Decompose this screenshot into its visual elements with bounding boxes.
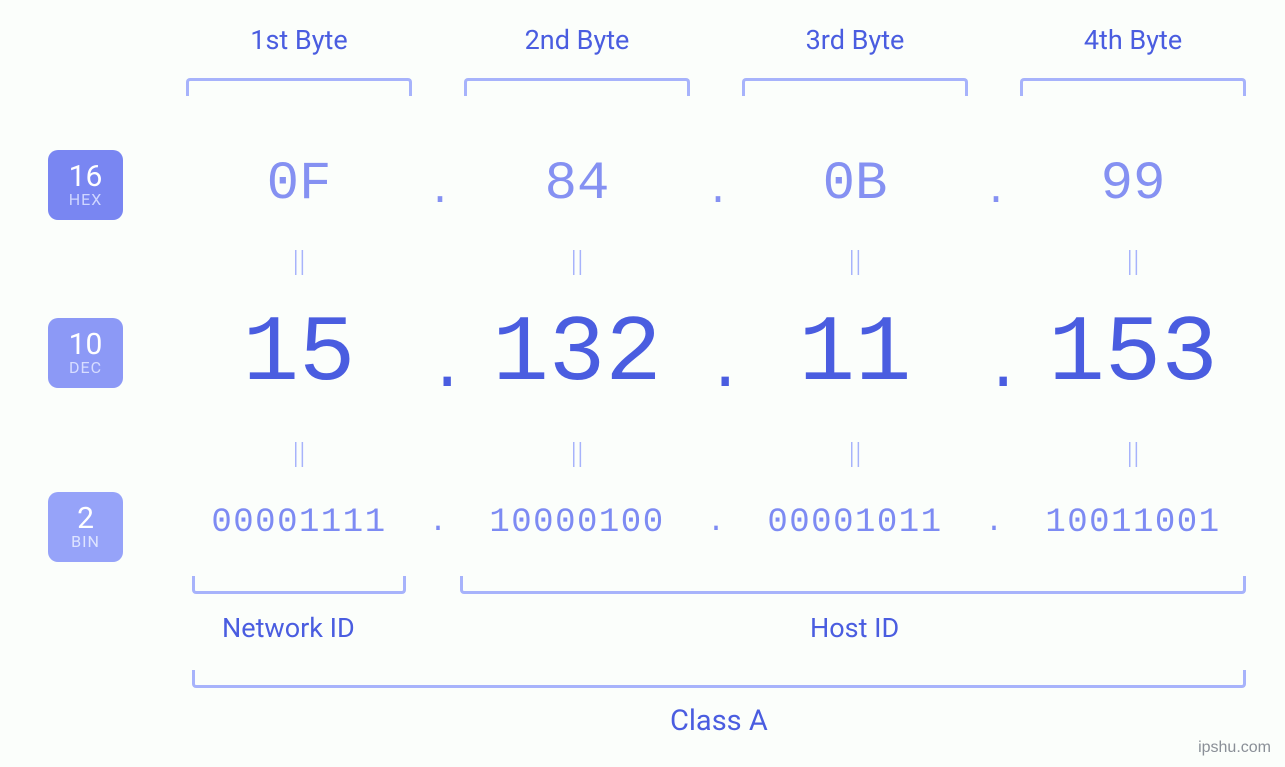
bin-byte-1: 00001111 (170, 504, 428, 542)
top-bracket-3 (742, 78, 968, 96)
class-label: Class A (670, 704, 768, 738)
base-badge-dec: 10 DEC (48, 318, 123, 388)
bin-dot-3: . (984, 506, 1004, 540)
badge-dec-base: 10 (69, 329, 103, 361)
equals-hex-dec-2: || (448, 244, 706, 279)
badge-dec-label: DEC (69, 360, 102, 377)
hex-byte-3: 0B (726, 154, 984, 215)
badge-bin-base: 2 (77, 503, 94, 535)
dec-byte-4: 153 (1004, 302, 1262, 408)
dec-byte-3: 11 (726, 302, 984, 408)
badge-hex-label: HEX (69, 192, 103, 209)
equals-hex-dec-4: || (1004, 244, 1262, 279)
equals-hex-dec-1: || (170, 244, 428, 279)
dec-dot-3: . (984, 334, 1004, 406)
bracket-host-id (460, 576, 1246, 594)
dec-byte-2: 132 (448, 302, 706, 408)
hex-dot-3: . (984, 170, 1004, 215)
bin-byte-3: 00001011 (726, 504, 984, 542)
badge-bin-label: BIN (71, 534, 100, 551)
byte-header-4: 4th Byte (1004, 24, 1262, 56)
hex-byte-1: 0F (170, 154, 428, 215)
bin-byte-2: 10000100 (448, 504, 706, 542)
hex-dot-1: . (428, 170, 448, 215)
hex-byte-4: 99 (1004, 154, 1262, 215)
equals-dec-bin-1: || (170, 436, 428, 471)
badge-hex-base: 16 (69, 161, 103, 193)
equals-dec-bin-3: || (726, 436, 984, 471)
base-badge-bin: 2 BIN (48, 492, 123, 562)
bin-dot-2: . (706, 506, 726, 540)
dec-byte-1: 15 (170, 302, 428, 408)
top-bracket-2 (464, 78, 690, 96)
bracket-network-id (192, 576, 406, 594)
bin-byte-4: 10011001 (1004, 504, 1262, 542)
top-bracket-4 (1020, 78, 1246, 96)
host-id-label: Host ID (810, 612, 899, 644)
dec-dot-1: . (428, 334, 448, 406)
base-badge-hex: 16 HEX (48, 150, 123, 220)
byte-header-3: 3rd Byte (726, 24, 984, 56)
dec-dot-2: . (706, 334, 726, 406)
bin-dot-1: . (428, 506, 448, 540)
equals-dec-bin-4: || (1004, 436, 1262, 471)
equals-dec-bin-2: || (448, 436, 706, 471)
hex-dot-2: . (706, 170, 726, 215)
byte-header-2: 2nd Byte (448, 24, 706, 56)
bracket-class (192, 670, 1246, 688)
equals-hex-dec-3: || (726, 244, 984, 279)
byte-header-1: 1st Byte (170, 24, 428, 56)
top-bracket-1 (186, 78, 412, 96)
hex-byte-2: 84 (448, 154, 706, 215)
network-id-label: Network ID (222, 612, 355, 644)
watermark: ipshu.com (1198, 739, 1271, 757)
